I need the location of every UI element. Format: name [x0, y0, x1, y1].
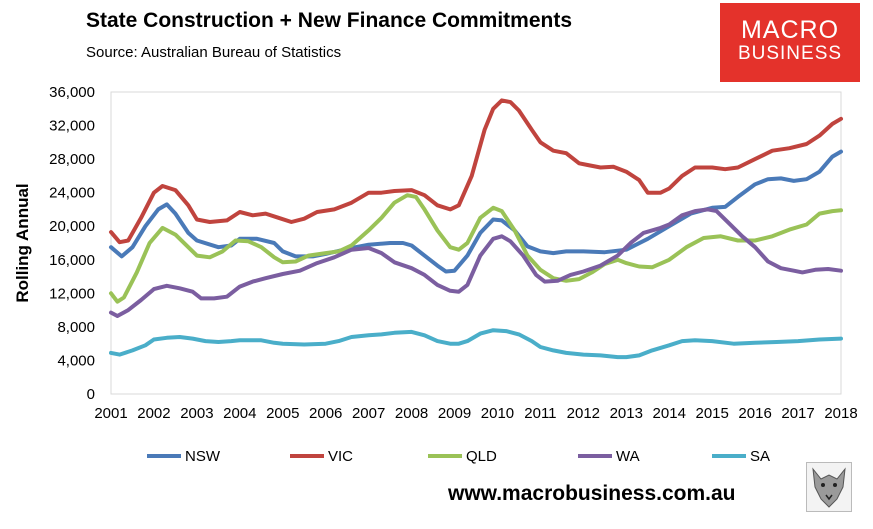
- x-tick-label: 2002: [137, 405, 170, 422]
- x-tick-label: 2009: [438, 405, 471, 422]
- wolf-icon: [806, 462, 852, 512]
- x-tick-label: 2014: [653, 405, 686, 422]
- y-tick-label: 28,000: [49, 151, 95, 168]
- x-tick-label: 2017: [781, 405, 814, 422]
- footer-url[interactable]: www.macrobusiness.com.au: [448, 482, 736, 505]
- x-tick-label: 2013: [610, 405, 643, 422]
- y-tick-label: 36,000: [49, 84, 95, 101]
- legend-label-qld: QLD: [466, 448, 497, 465]
- macrobusiness-logo: MACRO BUSINESS: [720, 3, 860, 82]
- x-tick-label: 2012: [567, 405, 600, 422]
- series-line-wa: [109, 207, 843, 318]
- legend-label-vic: VIC: [328, 448, 353, 465]
- x-tick-label: 2008: [395, 405, 428, 422]
- series-line-qld: [109, 193, 843, 304]
- x-tick-label: 2018: [824, 405, 857, 422]
- y-tick-label: 4,000: [57, 352, 95, 369]
- legend-label-nsw: NSW: [185, 448, 221, 465]
- x-tick-label: 2005: [266, 405, 299, 422]
- y-tick-label: 0: [87, 386, 95, 403]
- legend-label-wa: WA: [616, 448, 640, 465]
- y-tick-label: 16,000: [49, 252, 95, 269]
- x-tick-label: 2015: [695, 405, 728, 422]
- x-tick-label: 2004: [223, 405, 256, 422]
- logo-line-1: MACRO: [740, 16, 840, 44]
- y-axis-label: Rolling Annual: [13, 183, 32, 302]
- x-tick-label: 2016: [738, 405, 771, 422]
- x-tick-label: 2010: [481, 405, 514, 422]
- x-tick-label: 2006: [309, 405, 342, 422]
- chart-source: Source: Australian Bureau of Statistics: [86, 44, 342, 61]
- x-tick-label: 2011: [524, 405, 556, 422]
- y-tick-label: 24,000: [49, 185, 95, 202]
- y-tick-label: 12,000: [49, 285, 95, 302]
- series-line-nsw: [109, 149, 843, 274]
- series-line-vic: [109, 98, 843, 245]
- y-tick-label: 32,000: [49, 118, 95, 135]
- legend-label-sa: SA: [750, 448, 770, 465]
- x-tick-label: 2003: [180, 405, 213, 422]
- y-tick-label: 20,000: [49, 218, 95, 235]
- logo-line-2: BUSINESS: [737, 43, 843, 64]
- series-line-sa: [109, 328, 843, 360]
- chart-title: State Construction + New Finance Commitm…: [86, 9, 572, 32]
- plot-area: [110, 91, 842, 395]
- x-tick-label: 2007: [352, 405, 385, 422]
- x-tick-label: 2001: [94, 405, 127, 422]
- y-tick-label: 8,000: [57, 319, 95, 336]
